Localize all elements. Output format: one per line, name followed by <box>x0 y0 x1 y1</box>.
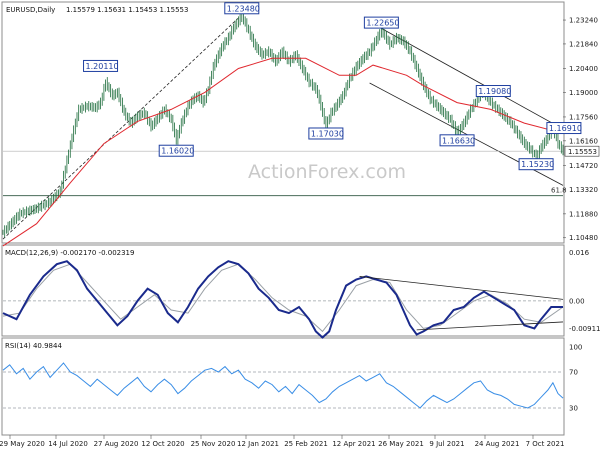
price-level-box <box>83 59 119 72</box>
axis-layer: 1.23240 1.21840 1.20400 1.19000 1.17560 1.161… <box>0 17 600 448</box>
label-layer: 61.8 1.23480 1.20110 1.16020 1.17030 1.22650 1… <box>83 2 582 195</box>
macd-panel-title: MACD(12,26,9) -0.002170 -0.002319 <box>5 249 134 257</box>
macd-trendline <box>359 276 564 300</box>
macd-line <box>2 260 563 339</box>
price-level-label: 1.23480 <box>227 4 260 13</box>
macd-layer <box>2 260 564 339</box>
price-level-label: 1.22650 <box>366 19 399 28</box>
price-level-label: 1.19080 <box>478 87 511 96</box>
current-price-tag <box>564 145 600 157</box>
price-tick-label: 1.19000 <box>569 89 598 97</box>
x-tick-label: 14 Jul 2020 <box>48 440 88 448</box>
rsi-tick-label: 30 <box>569 405 578 413</box>
price-level-box <box>308 127 344 140</box>
moving-average-line <box>2 57 564 247</box>
rsi-tick-label: 100 <box>569 343 582 351</box>
price-tick-label: 1.16160 <box>569 137 598 145</box>
x-tick-label: 12 Jan 2021 <box>237 440 279 448</box>
price-level-box <box>518 158 554 171</box>
x-tick-label: 25 Feb 2021 <box>284 440 328 448</box>
price-layer <box>2 10 564 247</box>
macd-panel-frame <box>1 244 565 337</box>
price-ohlc-header: 1.15579 1.15631 1.15453 1.15553 <box>66 6 188 14</box>
price-tick-label: 1.20400 <box>569 65 598 73</box>
x-tick-label: 9 Jul 2021 <box>429 440 464 448</box>
price-panel-frame <box>1 1 565 244</box>
macd-tick-label: -0.009116 <box>569 325 600 333</box>
price-level-label: 1.16630 <box>442 136 475 145</box>
price-level-box <box>439 134 475 147</box>
price-tick-label: 1.21840 <box>569 40 598 48</box>
rsi-line <box>2 362 564 409</box>
uptrend-dashed-line <box>2 17 239 240</box>
price-level-label: 1.16020 <box>161 147 194 156</box>
x-tick-label: 27 Aug 2020 <box>94 440 139 448</box>
rsi-panel-title: RSI(14) 40.9844 <box>5 342 62 350</box>
price-level-label: 1.16910 <box>549 124 582 133</box>
rsi-layer <box>2 362 564 409</box>
watermark: ActionForex.com <box>248 161 406 183</box>
price-panel-title: EURUSD,Daily <box>6 6 55 14</box>
price-tick-label: 1.23240 <box>569 17 598 25</box>
x-tick-label: 12 Apr 2021 <box>332 440 375 448</box>
x-tick-label: 29 May 2020 <box>0 440 45 448</box>
price-level-box <box>475 85 511 98</box>
price-level-box <box>363 16 399 29</box>
price-tick-label: 1.13320 <box>569 186 598 194</box>
price-level-label: 1.15230 <box>521 160 554 169</box>
x-tick-label: 24 Aug 2021 <box>475 440 520 448</box>
rsi-tick-label: 70 <box>569 369 578 377</box>
rsi-panel-frame <box>1 337 565 436</box>
price-level-label: 1.20110 <box>86 62 119 71</box>
macd-signal-line <box>2 263 564 333</box>
macd-tick-label: 0.00 <box>569 297 585 305</box>
current-price-label: 1.15553 <box>568 148 597 156</box>
x-tick-label: 26 May 2021 <box>378 440 424 448</box>
price-tick-label: 1.10480 <box>569 234 598 242</box>
price-tick-label: 1.11880 <box>569 210 598 218</box>
price-tick-label: 1.14720 <box>569 162 598 170</box>
x-tick-label: 25 Nov 2020 <box>191 440 236 448</box>
price-level-box <box>158 144 194 157</box>
channel-upper-line <box>381 28 564 130</box>
macd-tick-label: 0.016 <box>569 249 590 257</box>
price-tick-label: 1.17560 <box>569 113 598 121</box>
price-level-label: 1.17030 <box>311 129 344 138</box>
price-level-box <box>546 122 582 135</box>
price-level-box <box>224 2 260 15</box>
x-tick-label: 12 Oct 2020 <box>141 440 184 448</box>
macd-trendline <box>416 321 564 331</box>
x-tick-label: 7 Oct 2021 <box>526 440 565 448</box>
fib-618-label: 61.8 <box>551 187 567 195</box>
